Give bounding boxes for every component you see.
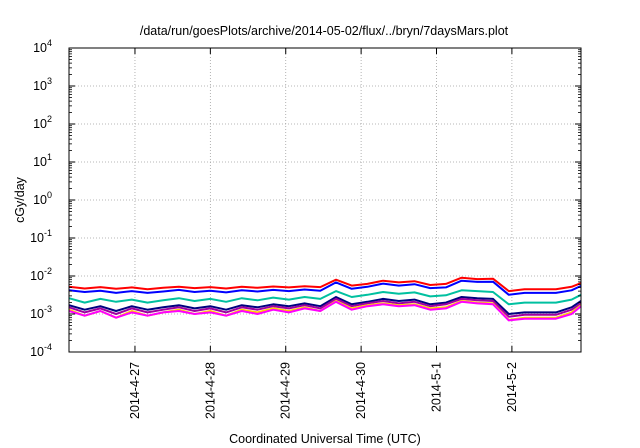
series-line-5 <box>68 297 582 318</box>
y-tick-base: 10 <box>33 41 47 55</box>
y-tick-label: 10-1 <box>30 228 52 245</box>
y-tick-exponent: 4 <box>47 38 52 48</box>
x-tick-label: 2014-4-27 <box>128 362 142 419</box>
y-tick-base: 10 <box>33 117 47 131</box>
y-tick-base: 10 <box>30 269 44 283</box>
y-tick-label: 10-3 <box>30 304 52 321</box>
series-line-7 <box>68 300 582 322</box>
y-tick-label: 10-2 <box>30 266 52 283</box>
y-tick-exponent: -4 <box>44 342 52 352</box>
x-tick-label: 2014-4-29 <box>279 362 293 419</box>
series-line-3 <box>68 289 582 306</box>
y-tick-label: 104 <box>33 38 52 55</box>
y-tick-exponent: 0 <box>47 190 52 200</box>
grid <box>69 48 581 352</box>
y-tick-base: 10 <box>33 79 47 93</box>
x-tick-labels: 2014-4-27 2014-4-28 2014-4-29 2014-4-30 2014… <box>128 362 519 419</box>
y-tick-base: 10 <box>30 307 44 321</box>
x-tick-label: 2014-4-30 <box>354 362 368 419</box>
x-tick-label: 2014-4-28 <box>203 362 217 419</box>
y-tick-exponent: 1 <box>47 152 52 162</box>
y-tick-base: 10 <box>33 193 47 207</box>
y-tick-exponent: 3 <box>47 76 52 86</box>
x-tick-label: 2014-5-1 <box>430 362 444 412</box>
y-axis-label: cGy/day <box>13 176 27 223</box>
y-tick-label: 101 <box>33 152 52 169</box>
chart-title: /data/run/goesPlots/archive/2014-05-02/f… <box>140 24 509 38</box>
y-tick-label: 103 <box>33 76 52 93</box>
tick-marks <box>69 47 581 353</box>
y-tick-exponent: 2 <box>47 114 52 124</box>
series-line-2 <box>68 279 582 296</box>
y-tick-label: 10-4 <box>30 342 52 359</box>
y-tick-label: 102 <box>33 114 52 131</box>
y-tick-base: 10 <box>33 155 47 169</box>
y-tick-exponent: -1 <box>44 228 52 238</box>
y-tick-exponent: -3 <box>44 304 52 314</box>
x-axis-label: Coordinated Universal Time (UTC) <box>229 432 421 446</box>
series-line-1 <box>68 276 582 293</box>
series-group <box>68 276 582 322</box>
x-tick-label: 2014-5-2 <box>505 362 519 412</box>
y-tick-base: 10 <box>30 231 44 245</box>
y-tick-label: 100 <box>33 190 52 207</box>
y-tick-base: 10 <box>30 345 44 359</box>
y-tick-exponent: -2 <box>44 266 52 276</box>
series-line-4 <box>68 296 582 315</box>
